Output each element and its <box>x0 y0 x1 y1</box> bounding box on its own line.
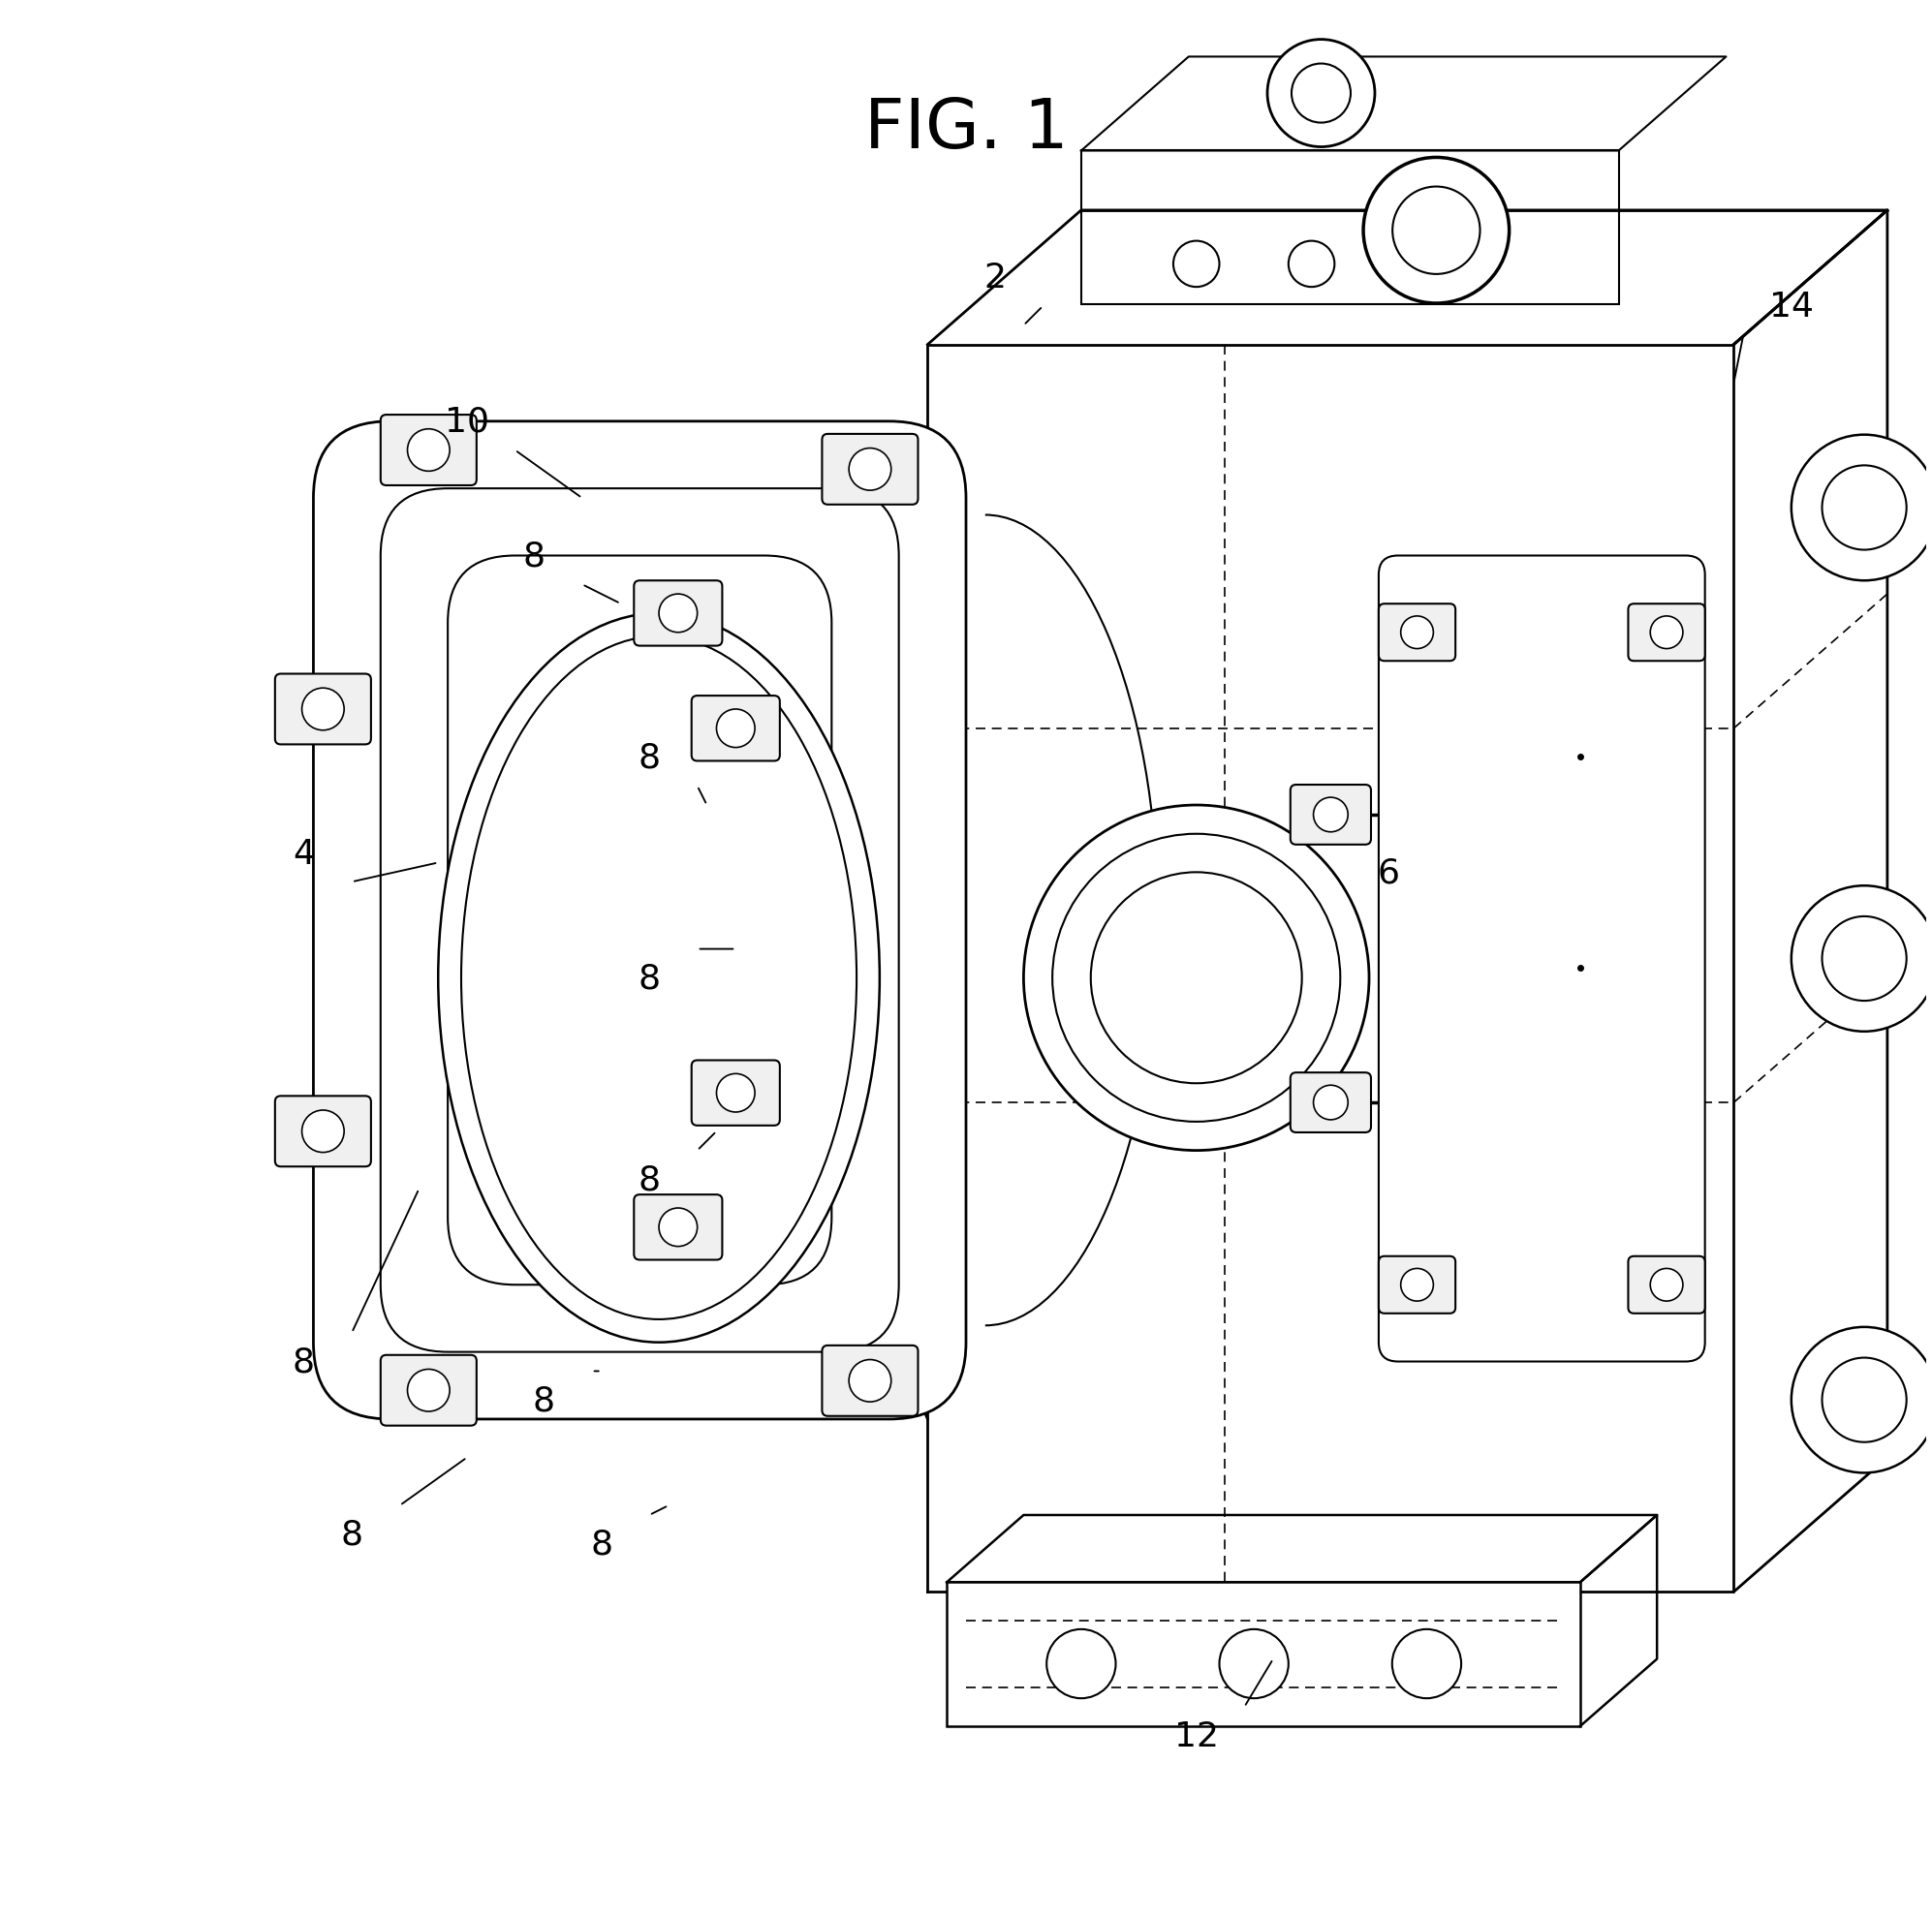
Circle shape <box>1289 242 1335 288</box>
Circle shape <box>1047 1628 1115 1699</box>
Circle shape <box>1024 806 1370 1151</box>
Circle shape <box>659 595 697 633</box>
FancyBboxPatch shape <box>692 696 781 761</box>
Circle shape <box>1314 798 1349 832</box>
FancyBboxPatch shape <box>1082 152 1619 305</box>
Circle shape <box>1291 65 1350 123</box>
Circle shape <box>659 1208 697 1247</box>
Text: 14: 14 <box>1770 290 1814 324</box>
FancyBboxPatch shape <box>634 1195 723 1260</box>
FancyBboxPatch shape <box>1629 1256 1704 1314</box>
Circle shape <box>1219 1628 1289 1699</box>
FancyBboxPatch shape <box>692 1061 781 1126</box>
FancyBboxPatch shape <box>1629 604 1704 662</box>
Text: 2: 2 <box>983 261 1007 295</box>
Circle shape <box>1650 1270 1683 1300</box>
FancyBboxPatch shape <box>1379 556 1704 1362</box>
Text: 4: 4 <box>292 836 315 871</box>
FancyBboxPatch shape <box>1291 784 1372 846</box>
Circle shape <box>1393 1628 1461 1699</box>
Text: 10: 10 <box>444 405 489 439</box>
Circle shape <box>1092 873 1302 1084</box>
FancyBboxPatch shape <box>1291 1072 1372 1134</box>
Text: 8: 8 <box>533 1383 554 1417</box>
Circle shape <box>848 449 891 491</box>
Circle shape <box>301 689 344 731</box>
Text: 8: 8 <box>638 740 661 775</box>
Ellipse shape <box>439 614 879 1343</box>
Text: 12: 12 <box>1175 1719 1219 1753</box>
Text: 8: 8 <box>638 961 661 995</box>
FancyBboxPatch shape <box>1379 1256 1455 1314</box>
FancyBboxPatch shape <box>947 1582 1580 1726</box>
Circle shape <box>1791 886 1932 1032</box>
FancyBboxPatch shape <box>634 581 723 646</box>
Text: 8: 8 <box>638 1162 661 1197</box>
Circle shape <box>1267 40 1376 148</box>
Circle shape <box>717 710 755 748</box>
FancyBboxPatch shape <box>274 1097 371 1166</box>
Circle shape <box>301 1111 344 1153</box>
Text: FIG. 1: FIG. 1 <box>864 96 1068 163</box>
Ellipse shape <box>462 637 856 1320</box>
Circle shape <box>408 1369 450 1412</box>
Circle shape <box>1822 1358 1907 1442</box>
FancyBboxPatch shape <box>821 1346 918 1415</box>
Circle shape <box>1401 616 1434 648</box>
Text: 8: 8 <box>340 1517 363 1552</box>
FancyBboxPatch shape <box>274 675 371 744</box>
Text: 8: 8 <box>589 1527 612 1561</box>
Circle shape <box>1364 159 1509 303</box>
Text: 8: 8 <box>524 539 545 573</box>
FancyBboxPatch shape <box>381 416 477 485</box>
FancyBboxPatch shape <box>821 435 918 504</box>
Text: 8: 8 <box>292 1345 315 1379</box>
Circle shape <box>1791 435 1932 581</box>
Circle shape <box>1314 1086 1349 1120</box>
FancyBboxPatch shape <box>1379 604 1455 662</box>
Circle shape <box>1053 834 1341 1122</box>
Circle shape <box>408 430 450 472</box>
Circle shape <box>848 1360 891 1402</box>
Circle shape <box>1791 1327 1932 1473</box>
Circle shape <box>717 1074 755 1112</box>
Circle shape <box>1173 242 1219 288</box>
Circle shape <box>1401 1270 1434 1300</box>
Circle shape <box>1393 188 1480 274</box>
Text: 6: 6 <box>1378 855 1399 890</box>
Circle shape <box>1822 466 1907 550</box>
Circle shape <box>1822 917 1907 1001</box>
FancyBboxPatch shape <box>313 422 966 1419</box>
Circle shape <box>1650 616 1683 648</box>
FancyBboxPatch shape <box>381 1356 477 1425</box>
